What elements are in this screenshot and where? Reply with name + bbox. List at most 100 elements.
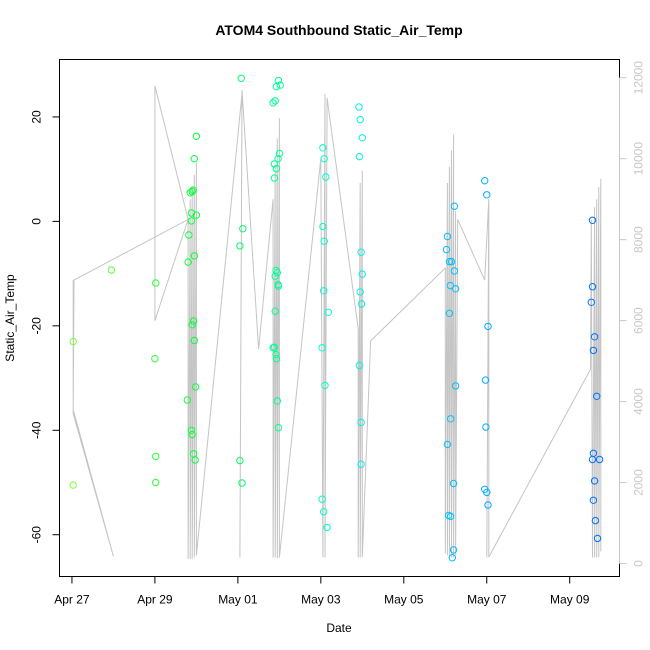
- data-point: [481, 376, 490, 384]
- data-point: [590, 333, 599, 341]
- data-point: [107, 266, 116, 274]
- y-tick-label: -20: [30, 317, 44, 335]
- data-point: [152, 279, 160, 287]
- x-axis: Apr 27 Apr 29 May 01 May 03 May 05 May 07 May …: [54, 576, 590, 607]
- data-point: [356, 288, 364, 296]
- y2-tick-label: 2000: [632, 469, 646, 496]
- data-point: [355, 152, 364, 161]
- data-point: [483, 191, 491, 199]
- y-tick-label: 0: [30, 218, 44, 225]
- data-point: [447, 512, 455, 521]
- data-point: [190, 155, 199, 163]
- data-point: [355, 361, 364, 370]
- data-point: [189, 317, 198, 325]
- data-point: [450, 202, 459, 210]
- data-point: [588, 283, 597, 291]
- data-point: [191, 456, 199, 464]
- data-point: [274, 76, 283, 85]
- data-point: [151, 355, 159, 363]
- y2-axis: 0 2000 4000 6000 8000 10000 12000: [619, 61, 646, 567]
- plot-area: [59, 59, 620, 577]
- data-point: [185, 231, 193, 239]
- data-point: [274, 424, 283, 432]
- data-point: [239, 225, 247, 233]
- data-point: [271, 97, 279, 105]
- data-point: [357, 248, 365, 256]
- x-tick-label: Apr 29: [137, 593, 173, 607]
- data-point: [190, 336, 199, 345]
- data-point: [236, 456, 244, 465]
- data-point: [445, 257, 454, 266]
- data-point: [272, 164, 281, 173]
- data-point: [322, 173, 330, 181]
- data-point: [320, 237, 328, 245]
- data-point: [588, 455, 597, 464]
- data-point: [587, 298, 595, 306]
- y-tick-label: -40: [30, 421, 44, 439]
- data-point: [593, 392, 601, 400]
- data-point: [442, 245, 451, 254]
- data-point: [270, 160, 279, 168]
- data-point: [448, 554, 456, 562]
- y2-tick-label: 4000: [632, 388, 646, 415]
- y2-tick-label: 10000: [632, 142, 646, 176]
- data-point: [481, 177, 489, 185]
- data-point: [69, 337, 77, 346]
- data-point: [274, 282, 283, 290]
- chart-title: ATOM4 Southbound Static_Air_Temp: [215, 22, 462, 38]
- data-point: [318, 344, 326, 352]
- data-point: [271, 307, 279, 315]
- data-point: [451, 285, 460, 293]
- altitude-trace: [72, 85, 602, 559]
- data-point: [319, 144, 327, 152]
- data-point: [482, 423, 490, 431]
- data-point: [269, 99, 277, 107]
- data-point: [273, 268, 281, 277]
- data-point: [274, 155, 282, 163]
- data-point: [189, 186, 197, 194]
- data-point: [192, 211, 201, 219]
- data-point: [188, 187, 196, 196]
- y-axis-label: Static_Air_Temp: [3, 274, 17, 362]
- data-point: [236, 242, 244, 250]
- data-point: [188, 321, 196, 329]
- data-point: [152, 478, 160, 487]
- data-point: [320, 508, 328, 516]
- data-point: [272, 83, 281, 91]
- data-point: [358, 270, 366, 278]
- data-point: [588, 216, 597, 225]
- data-point: [270, 174, 279, 182]
- data-point: [445, 309, 454, 317]
- data-point: [355, 103, 363, 111]
- data-point: [450, 267, 459, 275]
- data-point: [356, 115, 364, 124]
- data-point: [447, 415, 455, 423]
- data-point: [484, 322, 492, 331]
- data-point: [191, 383, 200, 391]
- data-point: [447, 257, 456, 266]
- data-point: [320, 287, 328, 295]
- data-point: [318, 495, 326, 503]
- data-point: [589, 496, 598, 504]
- data-point: [272, 266, 280, 275]
- y-tick-label: 20: [30, 110, 44, 124]
- data-point: [238, 479, 246, 487]
- y2-tick-label: 0: [632, 560, 646, 567]
- data-point: [237, 74, 245, 83]
- data-point: [187, 426, 196, 434]
- y2-tick-label: 12000: [632, 61, 646, 95]
- x-tick-label: May 09: [550, 593, 590, 607]
- data-point: [272, 355, 281, 363]
- data-point: [276, 81, 284, 89]
- data-point: [190, 252, 199, 260]
- data-point: [152, 452, 160, 461]
- x-tick-label: May 01: [218, 593, 258, 607]
- data-point: [324, 308, 332, 316]
- data-point: [451, 382, 460, 390]
- data-point: [187, 217, 196, 225]
- data-point: [591, 516, 600, 525]
- x-tick-label: May 03: [301, 593, 341, 607]
- y2-tick-label: 8000: [632, 226, 646, 253]
- data-point: [275, 149, 284, 158]
